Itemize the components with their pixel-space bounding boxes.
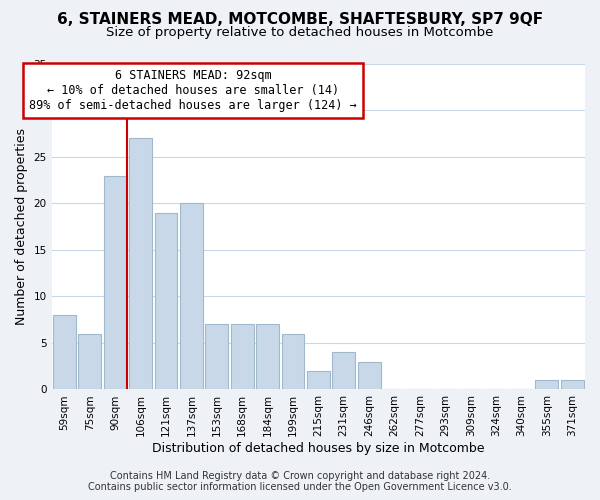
Bar xyxy=(358,362,380,390)
Bar xyxy=(561,380,584,390)
Bar xyxy=(129,138,152,390)
Bar xyxy=(231,324,254,390)
Bar xyxy=(53,315,76,390)
Bar xyxy=(535,380,559,390)
Text: Size of property relative to detached houses in Motcombe: Size of property relative to detached ho… xyxy=(106,26,494,39)
Bar xyxy=(205,324,228,390)
Bar xyxy=(281,334,304,390)
Bar xyxy=(256,324,279,390)
Bar xyxy=(155,213,178,390)
Y-axis label: Number of detached properties: Number of detached properties xyxy=(15,128,28,325)
Text: Contains HM Land Registry data © Crown copyright and database right 2024.
Contai: Contains HM Land Registry data © Crown c… xyxy=(88,471,512,492)
Bar xyxy=(104,176,127,390)
Bar xyxy=(307,371,330,390)
Text: 6 STAINERS MEAD: 92sqm
← 10% of detached houses are smaller (14)
89% of semi-det: 6 STAINERS MEAD: 92sqm ← 10% of detached… xyxy=(29,69,357,112)
Bar xyxy=(180,204,203,390)
Bar xyxy=(79,334,101,390)
Bar xyxy=(332,352,355,390)
X-axis label: Distribution of detached houses by size in Motcombe: Distribution of detached houses by size … xyxy=(152,442,485,455)
Text: 6, STAINERS MEAD, MOTCOMBE, SHAFTESBURY, SP7 9QF: 6, STAINERS MEAD, MOTCOMBE, SHAFTESBURY,… xyxy=(57,12,543,28)
